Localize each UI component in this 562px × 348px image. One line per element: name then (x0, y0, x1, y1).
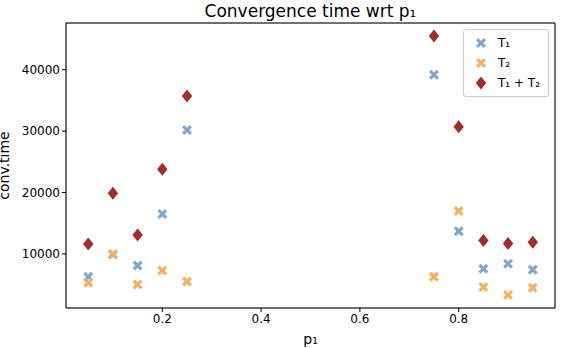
svg-text:0.4: 0.4 (252, 312, 271, 326)
html-text:T₁: T₁ (498, 36, 511, 50)
svg-text:0.2: 0.2 (153, 312, 172, 326)
svg-text:10000: 10000 (22, 247, 60, 261)
svg-text:30000: 30000 (22, 124, 60, 138)
svg-text:0.6: 0.6 (350, 312, 369, 326)
svg-text:p₁: p₁ (303, 331, 318, 347)
html-text:Convergence time wrt p₁: Convergence time wrt p₁ (204, 1, 417, 21)
html-text:T₁ + T₂: T₁ + T₂ (498, 76, 540, 90)
svg-text:conv.time: conv.time (8, 131, 12, 199)
svg-text:20000: 20000 (22, 186, 60, 200)
html-text:T₂: T₂ (498, 56, 511, 70)
svg-text:40000: 40000 (22, 63, 60, 77)
svg-text:0.8: 0.8 (449, 312, 468, 326)
